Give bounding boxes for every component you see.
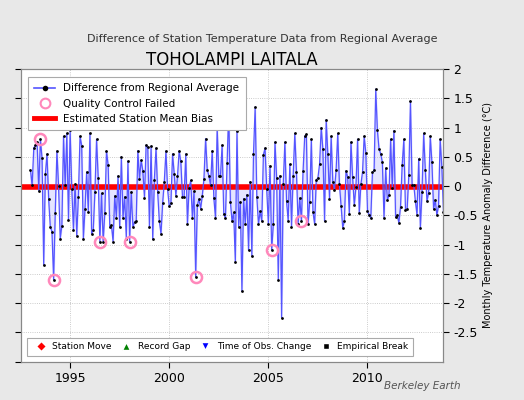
Text: Berkeley Earth: Berkeley Earth [385, 381, 461, 391]
Legend: Station Move, Record Gap, Time of Obs. Change, Empirical Break: Station Move, Record Gap, Time of Obs. C… [27, 338, 413, 356]
Y-axis label: Monthly Temperature Anomaly Difference (°C): Monthly Temperature Anomaly Difference (… [483, 102, 493, 328]
Text: Difference of Station Temperature Data from Regional Average: Difference of Station Temperature Data f… [87, 34, 437, 44]
Title: TOHOLAMPI LAITALA: TOHOLAMPI LAITALA [146, 51, 318, 69]
